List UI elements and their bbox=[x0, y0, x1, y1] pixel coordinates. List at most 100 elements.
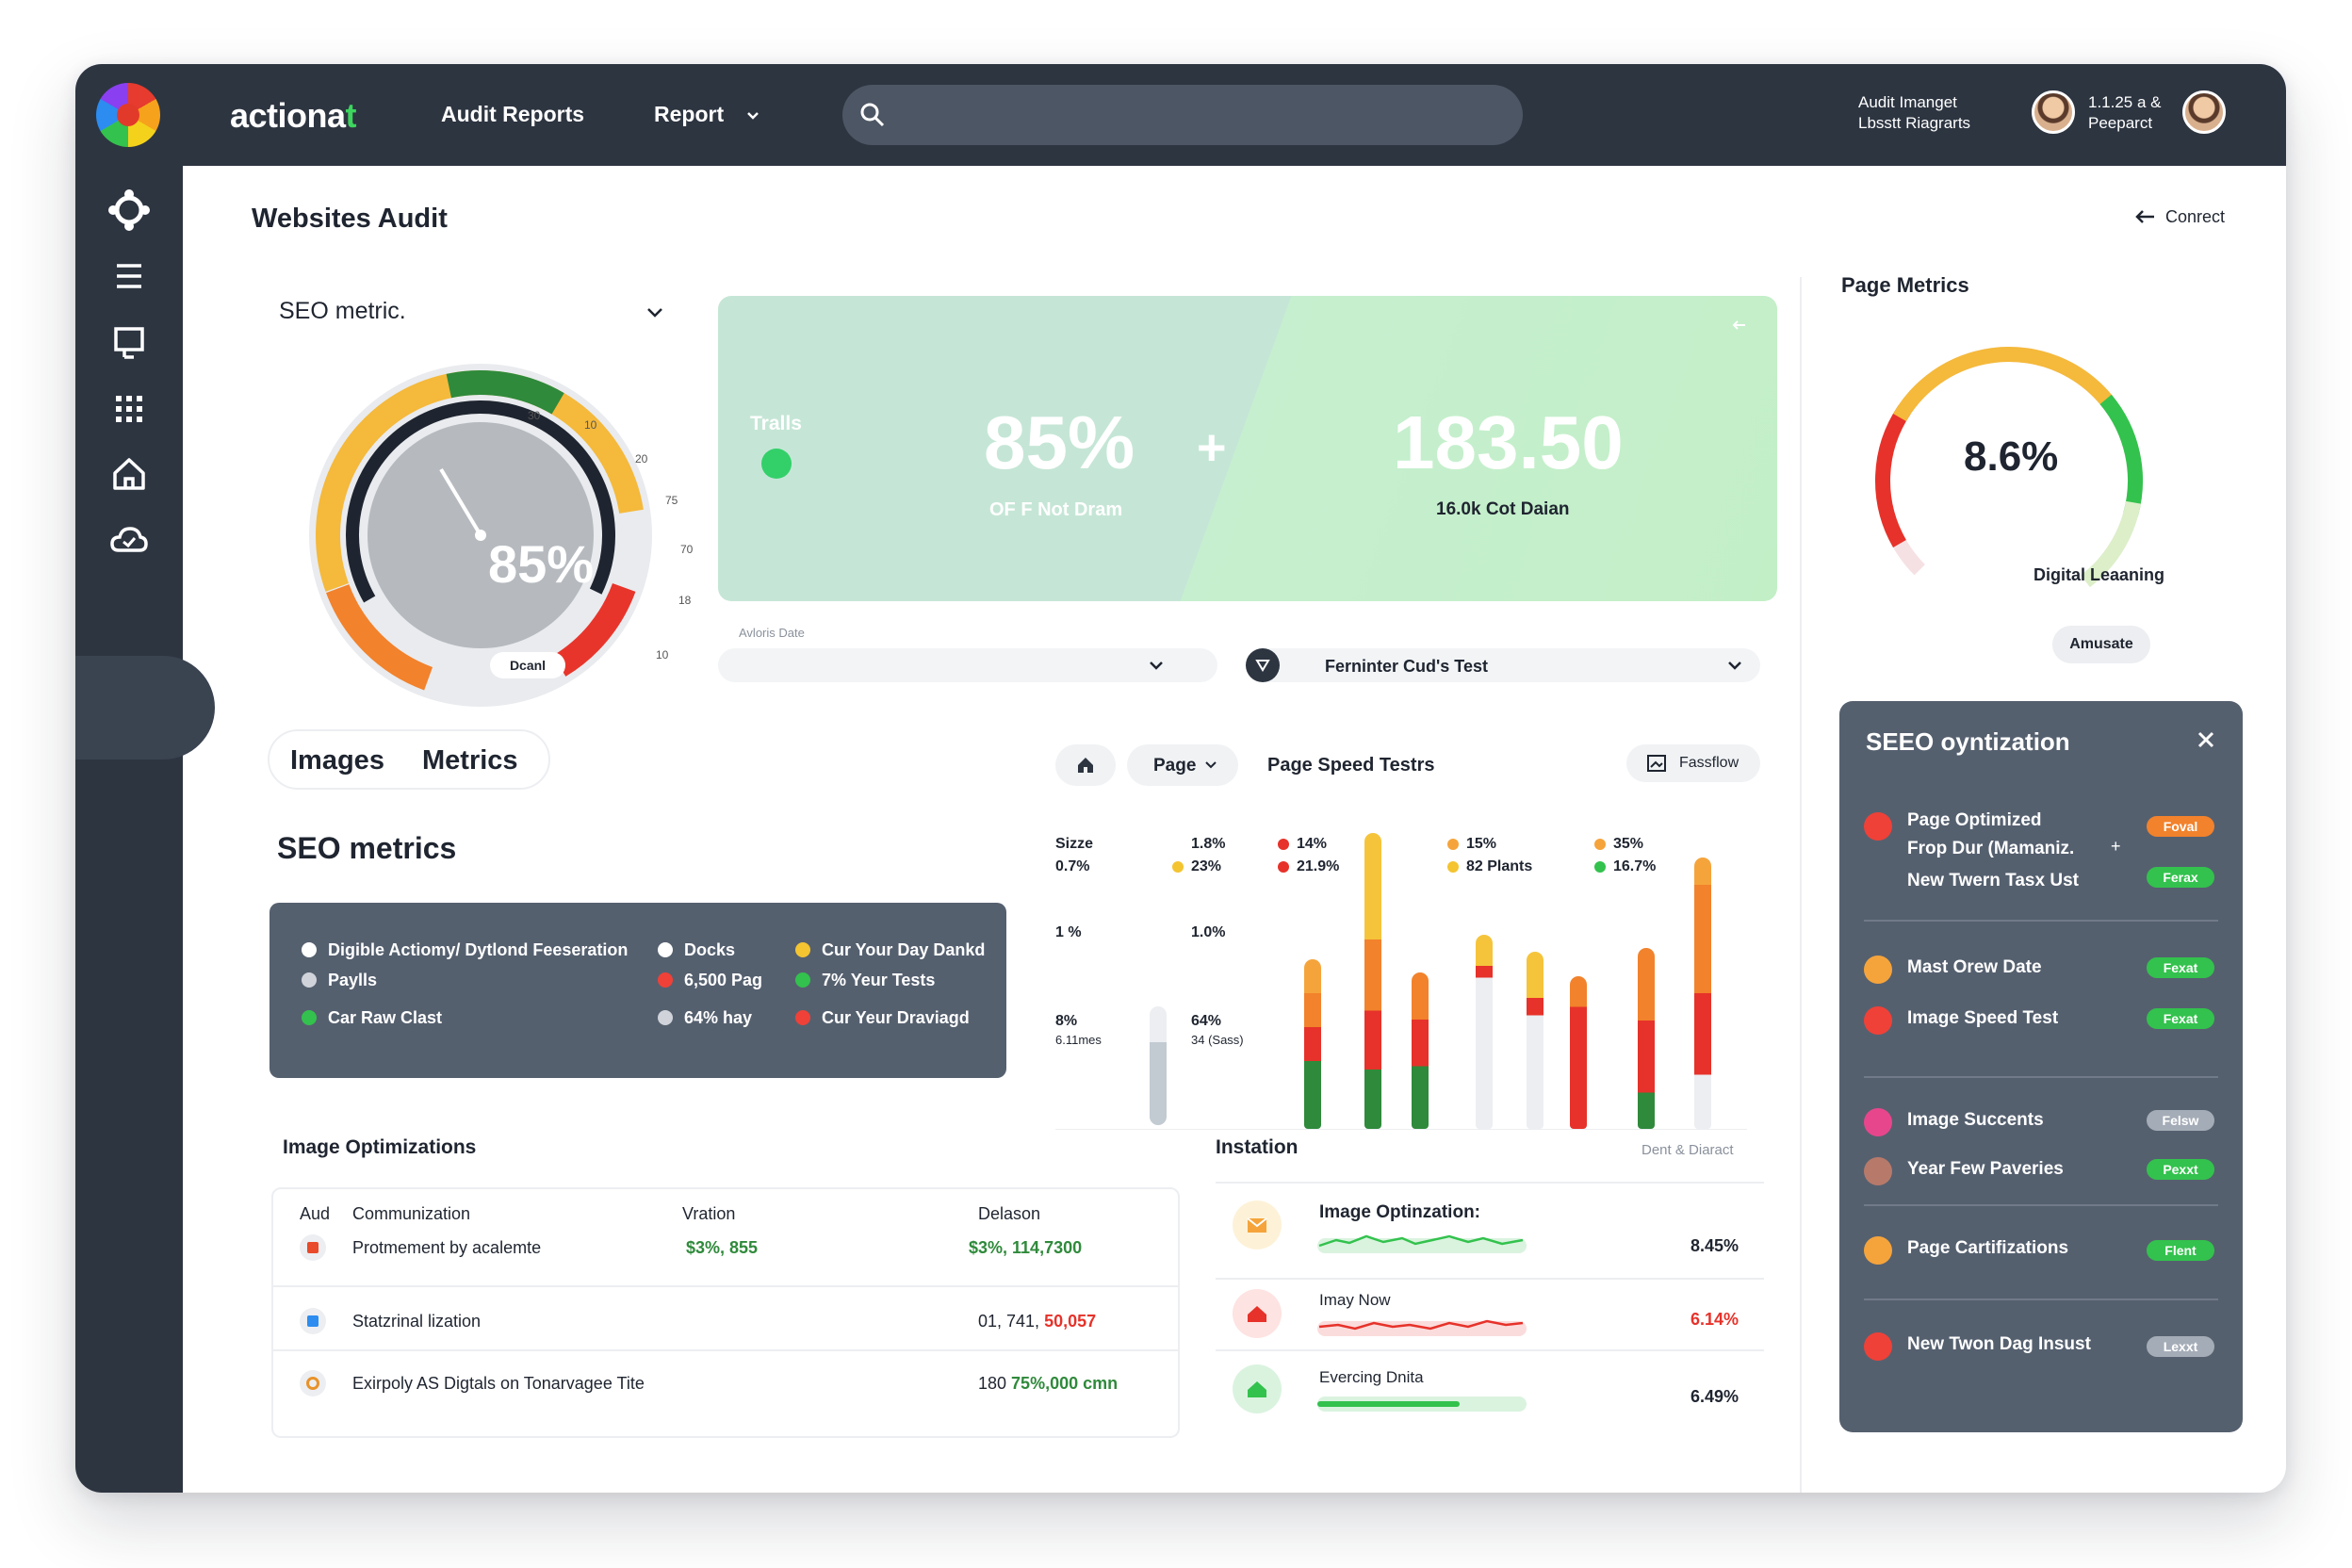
app-window: actionat Audit Reports Report Audit Iman… bbox=[75, 64, 2286, 1493]
seeo-item-pill[interactable]: Fexat bbox=[2147, 957, 2214, 978]
seeo-item-pill[interactable]: Felsw bbox=[2147, 1110, 2214, 1131]
legend-item: 14% bbox=[1278, 833, 1339, 856]
seeo-item-pill[interactable]: Fexat bbox=[2147, 1008, 2214, 1029]
search-input[interactable] bbox=[842, 85, 1523, 145]
home-filter-button[interactable] bbox=[1055, 744, 1116, 786]
logo-icon[interactable] bbox=[96, 83, 160, 147]
user-info-1: Audit Imanget Lbsstt Riagrarts bbox=[1858, 92, 1970, 134]
sidebar-item-puzzle[interactable] bbox=[104, 185, 155, 236]
connect-link[interactable]: Conrect bbox=[2135, 207, 2225, 227]
sidebar-item-grid[interactable] bbox=[104, 383, 155, 433]
instation-title: Instation bbox=[1216, 1136, 1298, 1158]
seeo-item-pill[interactable]: Lexxt bbox=[2147, 1336, 2214, 1357]
date-filter-select[interactable] bbox=[718, 648, 1217, 682]
hero-plus: + bbox=[1197, 419, 1227, 476]
divider bbox=[1864, 1298, 2218, 1300]
speed-stat: 34 (Sass) bbox=[1191, 1033, 1244, 1047]
speed-bar bbox=[1527, 952, 1544, 1129]
close-icon[interactable] bbox=[2196, 729, 2216, 750]
seeo-item-label[interactable]: Image Succents bbox=[1907, 1110, 2044, 1130]
seeo-item-label[interactable]: Page Cartifizations bbox=[1907, 1238, 2069, 1258]
seeo-item-label[interactable]: Mast Orew Date bbox=[1907, 957, 2042, 977]
speed-bar bbox=[1694, 858, 1711, 1129]
legend-item: 7% Yeur Tests bbox=[795, 971, 935, 990]
speed-stat: 64% bbox=[1191, 1013, 1222, 1029]
chevron-down-icon bbox=[1205, 761, 1217, 769]
table-row-name: Statzrinal lization bbox=[352, 1312, 482, 1331]
nav-audit-reports[interactable]: Audit Reports bbox=[441, 102, 585, 126]
seo-metrics-title: SEO metrics bbox=[277, 831, 457, 865]
page-metrics-gauge bbox=[1875, 347, 2143, 614]
sidebar-item-display[interactable] bbox=[104, 317, 155, 368]
seeo-item-label[interactable]: Page Optimized bbox=[1907, 810, 2042, 830]
seeo-item-pill[interactable]: Foval bbox=[2147, 816, 2214, 837]
instation-row-name: Imay Now bbox=[1319, 1291, 1391, 1309]
speed-stat: 1 % bbox=[1055, 924, 1082, 940]
plus-circle-icon bbox=[1864, 1006, 1892, 1035]
legend-item: Digible Actiomy/ Dytlond Feeseration bbox=[302, 940, 628, 960]
expand-arrow-icon[interactable] bbox=[1730, 318, 1749, 332]
home-icon bbox=[1078, 758, 1093, 773]
divider bbox=[1216, 1182, 1764, 1184]
seeo-item-label[interactable]: New Twern Tasx Ust bbox=[1907, 871, 2079, 890]
seeo-item-pill[interactable]: Pexxt bbox=[2147, 1159, 2214, 1180]
nav-report[interactable]: Report bbox=[654, 102, 760, 127]
status-dot bbox=[761, 449, 792, 479]
sidebar-item-menu[interactable] bbox=[104, 251, 155, 302]
speed-stat: 1.8% bbox=[1191, 836, 1226, 852]
speed-bar bbox=[1638, 948, 1655, 1129]
instation-row-value: 6.49% bbox=[1690, 1387, 1740, 1406]
table-row-vration: $3%, 855 bbox=[686, 1238, 759, 1257]
avatar[interactable] bbox=[2032, 90, 2075, 134]
tab-images[interactable]: Images bbox=[290, 745, 384, 776]
speed-stat: Sizze bbox=[1055, 836, 1094, 852]
user-icon bbox=[1864, 1108, 1892, 1136]
seeo-item-pill[interactable]: Flent bbox=[2147, 1240, 2214, 1261]
seo-gauge-badge: Dcanl bbox=[490, 652, 565, 678]
sidebar-item-home[interactable] bbox=[104, 449, 155, 499]
speed-bar bbox=[1570, 976, 1587, 1129]
speed-stat: 0.7% bbox=[1055, 858, 1090, 874]
table-header: Delason bbox=[978, 1204, 1041, 1223]
row-target-icon bbox=[300, 1370, 326, 1396]
monitor-icon bbox=[114, 327, 144, 359]
warning-icon bbox=[1864, 1332, 1892, 1361]
test-filter-select[interactable]: Ferninter Cud's Test bbox=[1246, 648, 1760, 682]
seeo-item-label[interactable]: New Twon Dag Insust bbox=[1907, 1334, 2091, 1354]
search-icon bbox=[860, 103, 885, 127]
image-opt-table bbox=[271, 1187, 1180, 1438]
divider bbox=[1864, 1204, 2218, 1206]
table-row-delason: 01, 741, 50,057 bbox=[978, 1312, 1097, 1331]
legend-item: Cur Yeur Draviagd bbox=[795, 1008, 970, 1028]
progress-bar bbox=[1317, 1396, 1527, 1412]
seo-dropdown-chevron-icon[interactable] bbox=[645, 305, 665, 320]
speed-stat: 8% bbox=[1055, 1013, 1078, 1029]
seeo-item-label[interactable]: Image Speed Test bbox=[1907, 1008, 2059, 1028]
table-header: Aud bbox=[300, 1204, 331, 1223]
page-dropdown[interactable]: Page bbox=[1127, 744, 1238, 786]
avatar[interactable] bbox=[2182, 90, 2226, 134]
tab-metrics[interactable]: Metrics bbox=[422, 745, 518, 776]
table-header: Communization bbox=[352, 1204, 471, 1223]
speed-bar bbox=[1364, 833, 1381, 1129]
phone-icon bbox=[1864, 812, 1892, 841]
grid-icon bbox=[116, 396, 142, 422]
chart-baseline bbox=[1055, 1129, 1747, 1130]
brand-name[interactable]: actionat bbox=[230, 96, 357, 135]
person-icon bbox=[1864, 1157, 1892, 1185]
table-row-divider bbox=[273, 1285, 1178, 1287]
legend-item: 21.9% bbox=[1278, 856, 1339, 878]
hero-value-1: 85% bbox=[984, 400, 1135, 484]
speed-stat: 1.0% bbox=[1191, 924, 1226, 940]
seeo-item-label[interactable]: Year Few Paveries bbox=[1907, 1159, 2064, 1179]
fassflow-button[interactable]: Fassflow bbox=[1626, 744, 1760, 782]
legend-item: 82 Plants bbox=[1447, 856, 1532, 878]
test-filter-value: Ferninter Cud's Test bbox=[1325, 657, 1488, 676]
instation-row-name: Image Optinzation: bbox=[1319, 1202, 1480, 1222]
seeo-item-label[interactable]: Frop Dur (Mamaniz. bbox=[1907, 839, 2075, 858]
legend-item: 6,500 Pag bbox=[658, 971, 762, 990]
legend-item: 35% bbox=[1594, 833, 1656, 856]
table-row-name: Protmement by acalemte bbox=[352, 1238, 542, 1257]
seeo-item-pill[interactable]: Ferax bbox=[2147, 867, 2214, 888]
sidebar-item-cloud[interactable] bbox=[104, 514, 155, 565]
